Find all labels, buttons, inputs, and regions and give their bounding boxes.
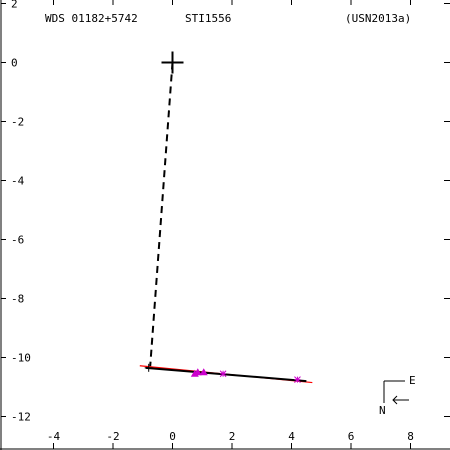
x-tick-label: 0 xyxy=(169,430,176,443)
orbit-line xyxy=(145,366,307,383)
x-tick-label: 8 xyxy=(407,430,414,443)
y-tick-label: 2 xyxy=(11,0,18,11)
y-tick-label: 0 xyxy=(11,57,18,70)
x-axis-ticks: -4 -2 0 2 4 6 8 xyxy=(47,0,414,449)
header-discoverer: STI1556 xyxy=(185,12,231,25)
observation-point xyxy=(199,368,208,376)
observation-point xyxy=(219,370,227,378)
x-tick-label: -2 xyxy=(106,430,119,443)
header-wds-id: WDS 01182+5742 xyxy=(45,12,138,25)
observation-point xyxy=(294,376,301,383)
observation-point xyxy=(144,363,153,372)
y-tick-label: -10 xyxy=(11,352,31,365)
y-tick-label: -8 xyxy=(11,293,24,306)
y-tick-label: -4 xyxy=(11,175,25,188)
x-tick-label: 2 xyxy=(229,430,236,443)
motion-arrow-icon xyxy=(392,395,409,405)
compass-east-label: E xyxy=(409,374,416,387)
compass-indicator: E N xyxy=(379,374,416,417)
x-tick-label: -4 xyxy=(47,430,61,443)
y-tick-label: -2 xyxy=(11,116,24,129)
x-tick-label: 6 xyxy=(348,430,355,443)
dashed-node-line xyxy=(149,62,174,367)
compass-north-label: N xyxy=(379,404,386,417)
y-axis-ticks: 2 0 -2 -4 -6 -8 -10 -12 xyxy=(1,0,450,424)
y-tick-label: -6 xyxy=(11,234,24,247)
header-reference: (USN2013a) xyxy=(345,12,411,25)
observation-point xyxy=(193,368,202,376)
orbit-series xyxy=(139,51,313,384)
y-tick-label: -12 xyxy=(11,411,31,424)
x-tick-label: 4 xyxy=(288,430,295,443)
